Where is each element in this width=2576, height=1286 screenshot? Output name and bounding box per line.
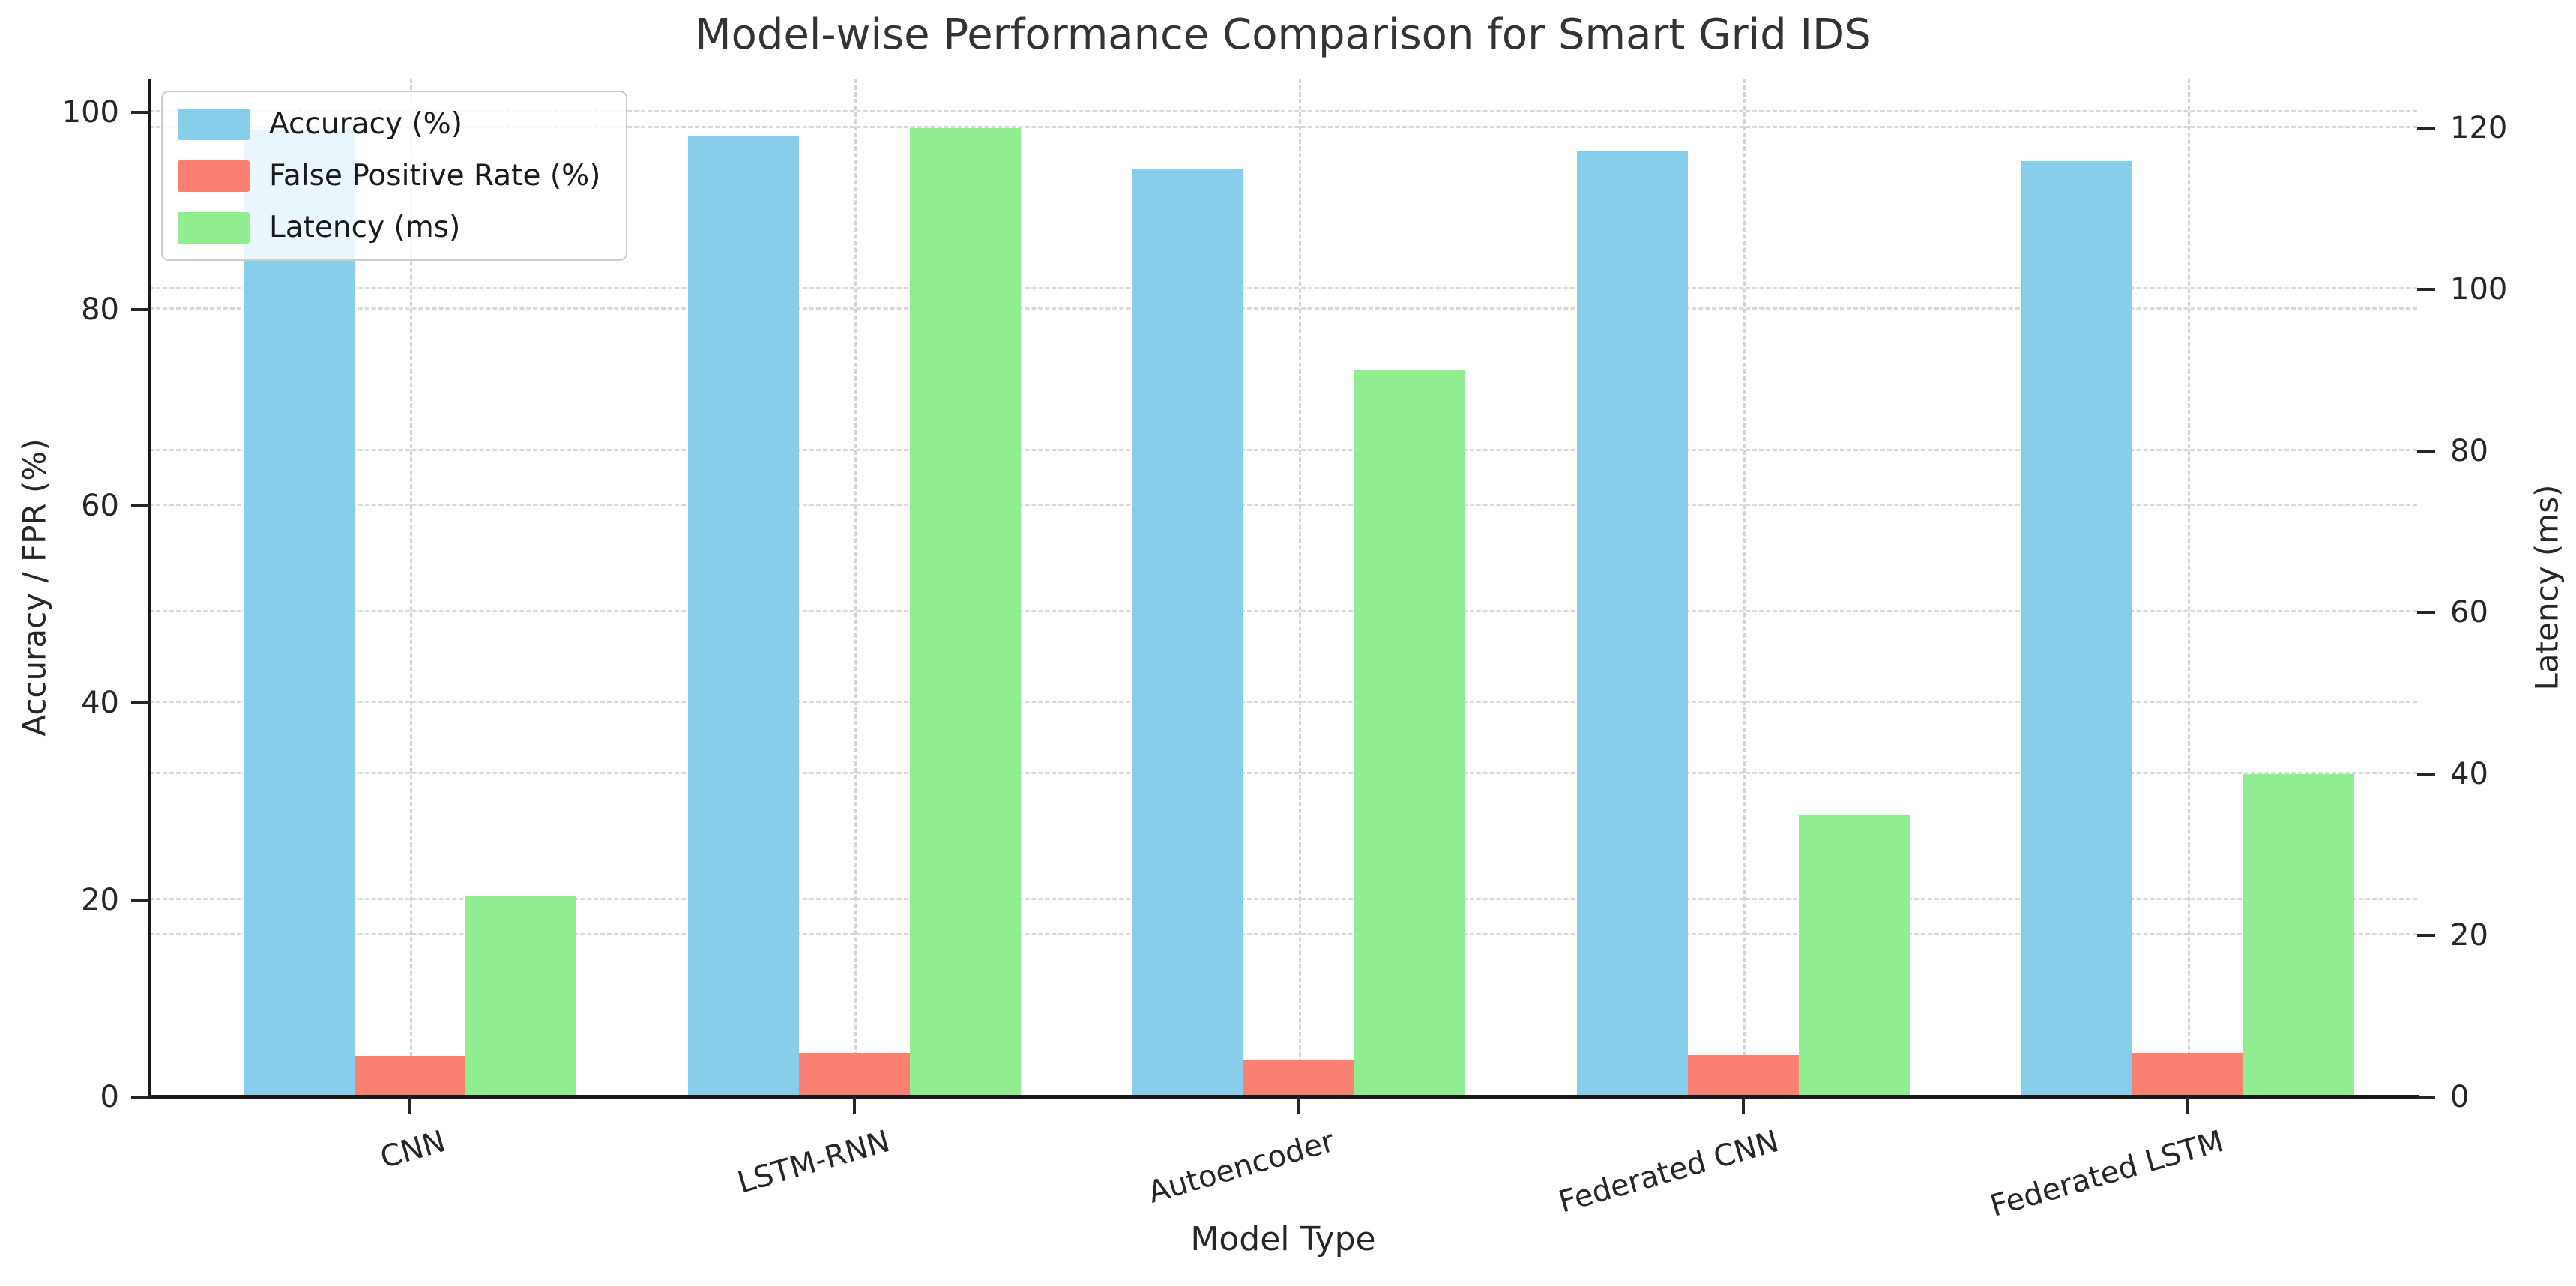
gridline-right-120 [149,125,2417,128]
gridline-right-60 [149,610,2417,613]
gridline-left-80 [149,307,2417,310]
tick-label-right-100: 100 [2450,272,2508,307]
gridline-x-autoencoder [1299,79,1301,1097]
bar-false-positive-rate-autoencoder [1243,1060,1354,1097]
tick-label-left-80: 80 [81,292,119,327]
tick-mark-left-0 [131,1096,149,1099]
tick-label-right-0: 0 [2450,1080,2470,1114]
gridline-left-40 [149,701,2417,704]
legend-item-latency-ms: Latency (ms) [178,211,600,244]
gridline-right-20 [149,933,2417,936]
gridline-x-federated-cnn [1743,79,1746,1097]
gridline-left-100 [149,109,2417,112]
chart-title: Model-wise Performance Comparison for Sm… [695,10,1871,59]
bar-false-positive-rate-lstm-rnn [798,1052,910,1097]
gridline-x-cnn [409,79,412,1097]
x-tick-label-autoencoder: Autoencoder [1144,1124,1339,1210]
tick-label-left-0: 0 [100,1080,119,1114]
gridline-right-80 [149,448,2417,451]
y-axis-spine [148,79,151,1099]
tick-mark-x-lstm-rnn [852,1097,856,1114]
tick-label-right-80: 80 [2450,433,2488,468]
legend-item-accuracy: Accuracy (%) [178,107,600,141]
gridline-x-lstm-rnn [854,79,857,1097]
bar-latency-ms-federated-lstm [2243,773,2354,1097]
bar-false-positive-rate-federated-lstm [2132,1052,2243,1097]
tick-mark-x-federated-lstm [2186,1097,2189,1114]
legend-swatch-accuracy [178,108,250,140]
tick-label-right-120: 120 [2450,110,2508,145]
bar-accuracy-lstm-rnn [687,136,799,1097]
legend: Accuracy (%) False Positive Rate (%) Laten… [161,91,628,261]
bar-latency-ms-lstm-rnn [909,127,1021,1097]
bar-latency-ms-autoencoder [1354,370,1465,1097]
tick-mark-x-cnn [408,1097,411,1114]
legend-label-latency-ms: Latency (ms) [269,211,461,244]
tick-label-left-100: 100 [61,94,119,130]
legend-item-false-positive-rate: False Positive Rate (%) [178,159,600,193]
gridline-right-40 [149,771,2417,774]
plot-area [149,79,2417,1097]
tick-mark-left-80 [131,307,149,311]
legend-label-accuracy: Accuracy (%) [269,107,462,141]
tick-mark-left-100 [131,110,149,114]
x-tick-label-lstm-rnn: LSTM-RNN [734,1124,894,1201]
bar-accuracy-cnn [243,130,355,1097]
bar-latency-ms-cnn [465,895,576,1097]
tick-mark-right-120 [2417,126,2435,130]
tick-mark-left-20 [131,899,149,902]
tick-label-left-60: 60 [81,489,119,524]
x-tick-label-federated-lstm: Federated LSTM [1986,1124,2227,1224]
legend-swatch-latency-ms [178,211,250,244]
tick-mark-x-autoencoder [1297,1097,1300,1114]
legend-label-false-positive-rate: False Positive Rate (%) [269,159,601,193]
bar-accuracy-autoencoder [1132,168,1243,1097]
tick-mark-right-0 [2417,1096,2435,1099]
gridline-left-60 [149,504,2417,507]
tick-mark-right-100 [2417,288,2435,292]
bar-accuracy-federated-lstm [2021,161,2132,1097]
tick-mark-left-60 [131,504,149,508]
x-axis-spine [148,1095,2419,1099]
tick-label-left-20: 20 [81,883,119,918]
tick-label-right-20: 20 [2450,918,2488,953]
legend-swatch-false-positive-rate [178,160,250,192]
x-axis-label: Model Type [1190,1220,1376,1258]
bar-latency-ms-federated-cnn [1799,814,1910,1097]
tick-mark-right-80 [2417,449,2435,453]
tick-mark-x-federated-cnn [1742,1097,1745,1114]
tick-label-right-40: 40 [2450,756,2488,791]
gridline-x-federated-lstm [2188,79,2190,1097]
gridline-right-100 [149,287,2417,290]
tick-label-right-60: 60 [2450,595,2488,630]
gridline-left-20 [149,898,2417,901]
tick-mark-right-40 [2417,772,2435,776]
bar-false-positive-rate-federated-cnn [1688,1054,1799,1097]
bar-accuracy-federated-cnn [1577,151,1688,1097]
x-tick-label-cnn: CNN [376,1124,450,1176]
y-axis-label-right: Latency (ms) [2528,484,2566,691]
bar-false-positive-rate-cnn [354,1055,465,1097]
tick-label-left-40: 40 [81,686,119,721]
tick-mark-right-20 [2417,934,2435,938]
tick-mark-left-40 [131,701,149,705]
tick-mark-right-60 [2417,611,2435,615]
x-tick-label-federated-cnn: Federated CNN [1555,1124,1783,1220]
